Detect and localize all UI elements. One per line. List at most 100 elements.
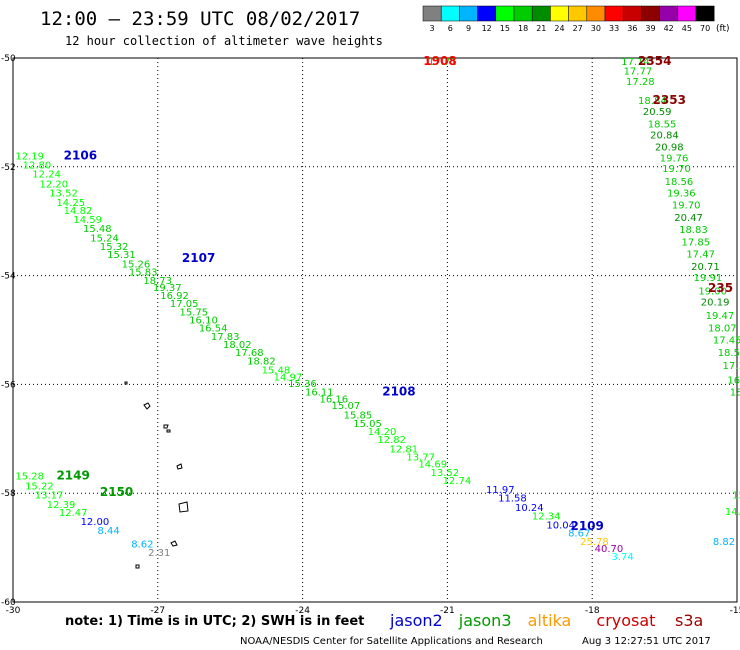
island-shape <box>170 540 178 547</box>
swh-value-label: 18.07 <box>708 324 737 335</box>
swh-value-label: 8.44 <box>97 526 119 537</box>
y-tick-label: -52 <box>1 163 16 173</box>
island-shape <box>166 429 171 433</box>
plot-frame <box>12 57 738 603</box>
swh-value-label: 18.83 <box>679 225 708 236</box>
swh-value-label: 16.54 <box>199 324 228 335</box>
swh-value-label: 12.82 <box>377 435 406 446</box>
color-scale-tick: 15 <box>500 24 510 33</box>
color-scale-swatch <box>568 5 588 22</box>
color-scale-tick: 70 <box>700 24 710 33</box>
color-scale-swatch <box>604 5 624 22</box>
swh-value-label: 25.78 <box>580 537 609 548</box>
color-scale-tick: 36 <box>627 24 637 33</box>
swh-value-label: 14.20 <box>368 427 397 438</box>
color-scale-tick: 39 <box>645 24 655 33</box>
swh-value-label: 17.77 <box>624 66 653 77</box>
color-scale-tick: 3 <box>430 24 435 33</box>
color-scale-swatch <box>622 5 642 22</box>
grid-lines <box>13 58 737 602</box>
color-scale-tick: 42 <box>664 24 674 33</box>
island-shape <box>178 501 189 513</box>
swh-value-label: 12.24 <box>32 170 61 181</box>
swh-value-label: 17.85 <box>681 238 710 249</box>
swh-value-label: 14. <box>725 507 740 518</box>
swh-value-label: 20.98 <box>655 142 684 153</box>
swh-value-label: 2.31 <box>148 548 170 559</box>
color-scale-swatch <box>659 5 679 22</box>
footer-credit: NOAA/NESDIS Center for Satellite Applica… <box>240 636 543 647</box>
swh-value-label: 13.52 <box>431 468 460 479</box>
x-tick-label: -18 <box>585 606 600 616</box>
swh-value-label: 20.84 <box>650 131 679 142</box>
island-shape <box>143 402 151 410</box>
x-tick-label: -15 <box>730 606 740 616</box>
swh-value-label: 13.52 <box>49 189 78 200</box>
color-scale-swatch <box>550 5 569 22</box>
swh-value-label: 16.16 <box>319 394 348 405</box>
swh-value-label: 10.04 <box>546 521 575 532</box>
swh-value-label: 10.24 <box>515 503 544 514</box>
swh-value-label: 15.48 <box>262 366 291 377</box>
swh-value-label: 15.83 <box>129 268 158 279</box>
satellite-legend: jason2 jason3 altika cryosat s3a <box>389 611 703 630</box>
color-scale-tick: 24 <box>554 24 564 33</box>
swh-value-label: 15.85 <box>344 411 373 422</box>
color-scale-tick: 21 <box>536 24 546 33</box>
swh-value-label: 20.47 <box>674 213 703 224</box>
swh-value-label: 15.24 <box>90 233 119 244</box>
swh-value-label: 15.28 <box>15 472 44 483</box>
swh-value-label: 17.28 <box>626 77 655 88</box>
swh-value-label: 12.00 <box>81 517 110 528</box>
swh-value-label: 12.74 <box>443 476 472 487</box>
color-scale-swatch <box>422 5 442 22</box>
swh-value-label: 18.73 <box>143 276 172 287</box>
swh-value-label: 15.32 <box>100 242 129 253</box>
south-sandwich-islands <box>124 381 189 569</box>
swh-value-label: 8.82 <box>713 537 735 548</box>
swh-value-label: 14.59 <box>73 215 102 226</box>
swh-value-label: 19.00 <box>698 287 727 298</box>
swh-value-label: 8.62 <box>131 540 153 551</box>
x-tick-label: -21 <box>440 606 455 616</box>
swh-value-label: 19.70 <box>672 201 701 212</box>
x-tick-label: -24 <box>295 606 310 616</box>
color-scale-tick: 18 <box>518 24 528 33</box>
swh-value-label: 11.97 <box>486 485 515 496</box>
chart-subtitle: 12 hour collection of altimeter wave hei… <box>65 34 383 48</box>
swh-value-label: 20.71 <box>691 262 720 273</box>
swh-value-label: 18.84 <box>638 96 667 107</box>
swh-value-label: 15.36 <box>288 379 317 390</box>
swh-value-label: 15 <box>732 491 740 502</box>
color-scale-swatch <box>695 5 715 22</box>
y-tick-label: -54 <box>1 272 16 282</box>
color-scale-swatch <box>531 5 551 22</box>
swh-value-label: 13.77 <box>406 453 435 464</box>
swh-value-label: 19.76 <box>660 153 689 164</box>
swh-value-label: 16.10 <box>189 315 218 326</box>
swh-value-label: 3.74 <box>612 552 634 563</box>
swh-value-label: 18.58 <box>718 348 740 359</box>
swh-value-label: 19.37 <box>153 283 182 294</box>
swh-value-label: 13.17 <box>35 491 64 502</box>
swh-value-label: 12.47 <box>59 508 88 519</box>
y-tick-label: -60 <box>1 598 16 608</box>
satellite-pass-time-labels: 1908 2354 2353 2106 2107 2108 2149 2150 2109 235 <box>56 54 733 533</box>
swh-value-label: 17.14 <box>621 57 650 68</box>
swh-value-label: 19.36 <box>667 189 696 200</box>
swh-value-label: 14.25 <box>56 198 85 209</box>
color-scale-swatch <box>440 5 460 22</box>
axis-tick-labels: -30 -27 -24 -21 -18 -15 -50 -52 -54 -56 -58 -60 <box>1 54 740 616</box>
island-shape <box>163 424 169 429</box>
island-shape <box>135 564 140 569</box>
swh-value-label: 12.39 <box>47 500 76 511</box>
color-scale-tick: 12 <box>482 24 492 33</box>
swh-value-label: 17.68 <box>235 348 264 359</box>
swh-value-label: 15.26 <box>122 259 151 270</box>
swh-value-label: 18.55 <box>648 120 677 131</box>
pass-time-label: 2353 <box>653 93 686 107</box>
color-scale-units: (ft) <box>716 24 730 34</box>
color-scale-swatch <box>586 5 606 22</box>
